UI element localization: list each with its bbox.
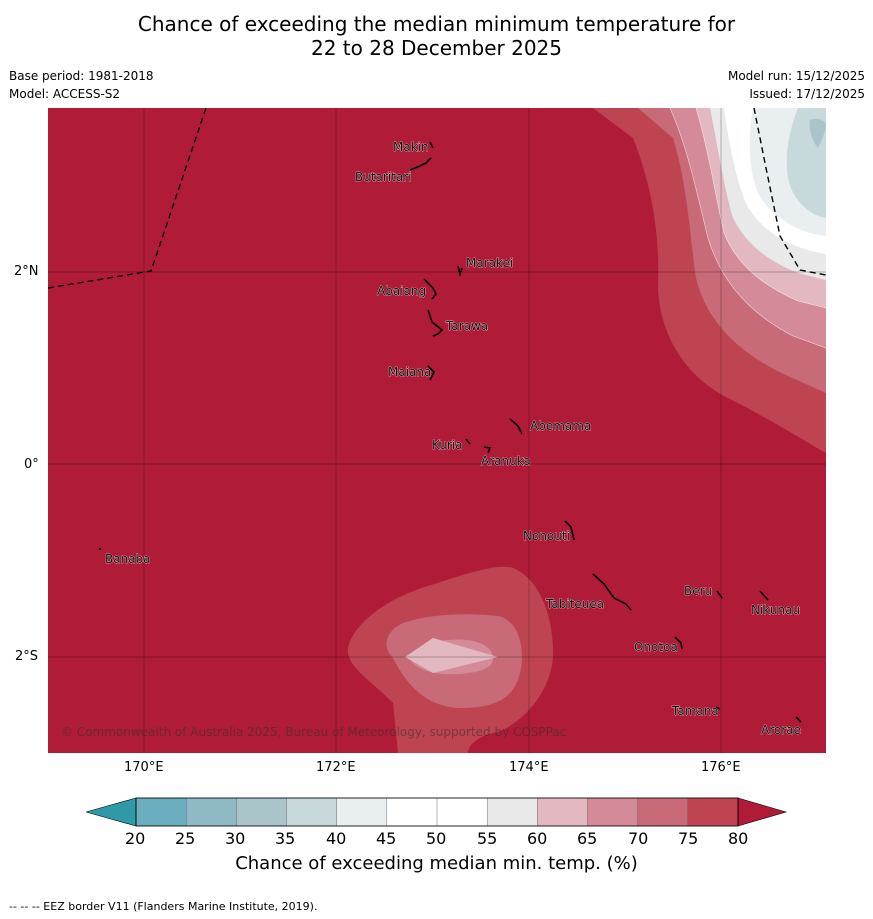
- contour-30-35-ne: [809, 118, 826, 148]
- place-label-tabiteuea: Tabiteuea: [545, 597, 604, 611]
- island-butaritari: [409, 157, 432, 171]
- lat-label-0: 0°: [24, 457, 39, 472]
- lat-label-2s: 2°S: [15, 649, 39, 664]
- place-label-aranuka: Aranuka: [481, 454, 531, 468]
- colorbar-tick: 50: [426, 829, 447, 848]
- eez-border: [48, 108, 826, 289]
- colorbar-tick: 75: [678, 829, 699, 848]
- colorbar-label: Chance of exceeding median min. temp. (%…: [235, 853, 638, 874]
- island-kuria: [465, 438, 471, 445]
- model-run: Model run: 15/12/2025: [727, 69, 865, 83]
- island-aranuka: [483, 446, 492, 454]
- island-tarawa: [427, 309, 444, 337]
- colorbar-tick: 55: [477, 829, 498, 848]
- colorbar-segments: [135, 797, 739, 827]
- place-label-butaritari: Butaritari: [355, 170, 412, 184]
- island-nonouti: [564, 520, 575, 541]
- island-tamana: [715, 706, 721, 710]
- colorbar-segment: [286, 797, 338, 827]
- colorbar-frame: [135, 797, 739, 827]
- colorbar-tick: 60: [527, 829, 548, 848]
- colorbar-arrow-low: [86, 797, 137, 827]
- colorbar-segment: [236, 797, 287, 827]
- contour-lines-ne: [669, 108, 826, 349]
- lon-label-170e: 170°E: [124, 760, 164, 775]
- place-label-onotoa: Onotoa: [634, 640, 678, 654]
- model-name: Model: ACCESS-S2: [9, 87, 121, 101]
- island-maiana: [427, 365, 435, 381]
- island-nikunau: [759, 590, 769, 601]
- colorbar-segment: [637, 797, 689, 827]
- footnote-eez: -- -- -- EEZ border V11 (Flanders Marine…: [9, 900, 318, 913]
- lon-label-174e: 174°E: [509, 760, 549, 775]
- island-abaiang: [423, 278, 437, 300]
- graticule: [48, 108, 826, 753]
- colorbar-segment: [587, 797, 639, 827]
- island-tabiteuea: [592, 573, 632, 611]
- colorbar-ticks: 20 25 30 35 40 45 50 55 60 65 70 75 80: [0, 829, 873, 849]
- colorbar-tick: 30: [225, 829, 246, 848]
- base-period: Base period: 1981-2018: [9, 69, 154, 83]
- title-line-2: 22 to 28 December 2025: [310, 36, 562, 60]
- place-label-nonouti: Nonouti: [523, 529, 570, 543]
- place-label-maiana: Maiana: [388, 365, 431, 379]
- place-label-abemama: Abemama: [530, 419, 591, 433]
- place-label-marakei: Marakei: [466, 256, 513, 270]
- lon-label-176e: 176°E: [701, 760, 741, 775]
- colorbar-segment: [336, 797, 388, 827]
- colorbar-tick: 35: [275, 829, 296, 848]
- colorbar-segment: [185, 797, 237, 827]
- colorbar-tick: 45: [376, 829, 397, 848]
- copyright-notice: © Commonwealth of Australia 2025, Bureau…: [61, 725, 566, 739]
- colorbar-tick: 20: [125, 829, 146, 848]
- place-label-tamana: Tamana: [671, 704, 719, 718]
- island-marakei: [457, 265, 463, 277]
- colorbar-segment: [386, 797, 438, 827]
- island-makin: [429, 141, 434, 149]
- colorbar-segment: [687, 797, 739, 827]
- place-label-banaba: Banaba: [105, 552, 151, 566]
- colorbar-arrow-high: [737, 797, 788, 827]
- forecast-map: Makin Butaritari Marakei Abaiang Tarawa …: [48, 108, 826, 753]
- islands: [99, 141, 802, 723]
- colorbar-tick: 65: [577, 829, 598, 848]
- place-label-arorae: Arorae: [761, 723, 801, 737]
- place-label-nikunau: Nikunau: [751, 603, 800, 617]
- colorbar-segment: [135, 797, 187, 827]
- colorbar-tick: 25: [175, 829, 196, 848]
- island-arorae: [795, 716, 802, 723]
- place-label-kuria: Kuria: [432, 438, 463, 452]
- contour-60-65-sw: [405, 638, 498, 673]
- island-beru: [716, 590, 723, 599]
- island-abemama: [509, 418, 523, 435]
- place-label-makin: Makin: [393, 140, 429, 154]
- place-label-tarawa: Tarawa: [445, 319, 488, 333]
- issued-date: Issued: 17/12/2025: [749, 87, 865, 101]
- lon-label-172e: 172°E: [316, 760, 356, 775]
- place-labels: Makin Butaritari Marakei Abaiang Tarawa …: [105, 140, 801, 738]
- colorbar-segment: [486, 797, 538, 827]
- colorbar-segment: [537, 797, 589, 827]
- colorbar-segment: [436, 797, 488, 827]
- place-label-abaiang: Abaiang: [377, 284, 426, 298]
- colorbar-tick: 80: [728, 829, 749, 848]
- colorbar-tick: 40: [326, 829, 347, 848]
- island-onotoa: [674, 636, 683, 650]
- colorbar-tick: 70: [628, 829, 649, 848]
- colorbar: [86, 797, 788, 827]
- place-label-beru: Beru: [684, 584, 712, 598]
- title-line-1: Chance of exceeding the median minimum t…: [137, 12, 736, 36]
- lat-label-2n: 2°N: [14, 264, 39, 279]
